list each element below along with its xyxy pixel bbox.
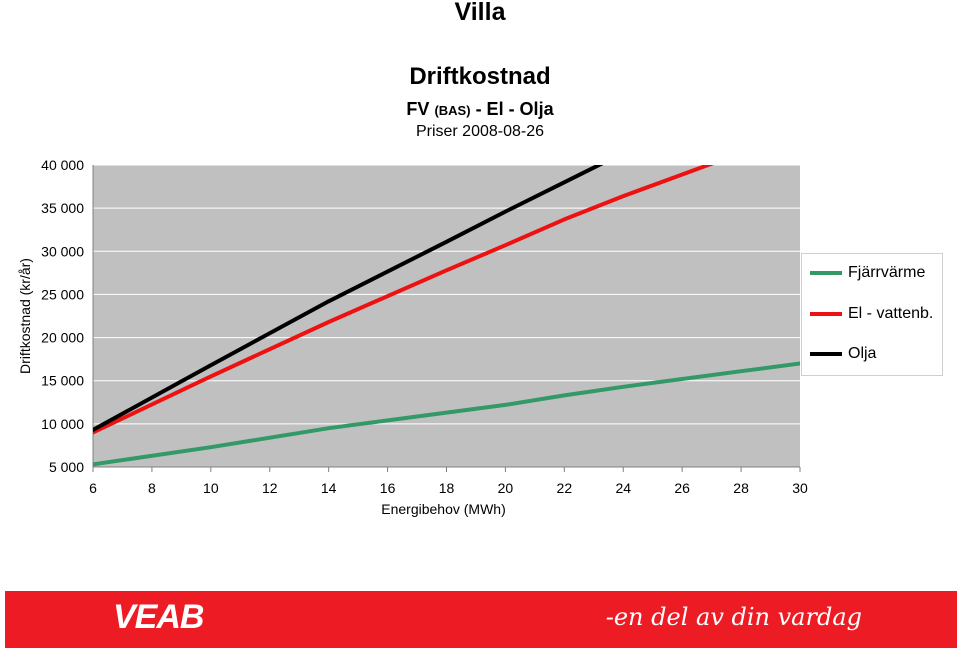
footer-banner: VEAB -en del av din vardag — [5, 591, 957, 648]
series-line-0 — [93, 361, 800, 467]
y-tick-label: 25 000 — [41, 286, 84, 302]
chart-legend: Fjärrvärme El - vattenb. Olja — [801, 253, 943, 376]
page-title: Villa — [454, 0, 506, 26]
x-tick-label: 14 — [321, 480, 337, 496]
x-tick-label: 26 — [674, 480, 690, 496]
legend-swatch-olja — [810, 352, 842, 356]
veab-logo: VEAB — [113, 598, 204, 636]
chart-subtitle-small: (BAS) — [434, 103, 471, 118]
chart-subtitle-suffix: - El - Olja — [475, 99, 554, 119]
x-tick-label: 18 — [439, 480, 455, 496]
y-tick-label: 35 000 — [41, 200, 84, 216]
x-tick-label: 6 — [89, 480, 97, 496]
x-tick-label: 22 — [557, 480, 573, 496]
y-tick-label: 20 000 — [41, 330, 84, 346]
series-line-2 — [93, 165, 604, 432]
x-tick-label: 8 — [148, 480, 156, 496]
x-tick-label: 10 — [203, 480, 219, 496]
chart-date: Priser 2008-08-26 — [415, 123, 545, 140]
chart-subtitle: FV (BAS) - El - Olja — [0, 98, 960, 122]
legend-swatch-fjarrvarme — [810, 271, 842, 275]
legend-item-fjarrvarme: Fjärrvärme — [810, 263, 925, 283]
x-tick-label: 20 — [498, 480, 514, 496]
chart-title: Driftkostnad — [409, 63, 551, 90]
y-tick-label: 5 000 — [49, 459, 84, 475]
x-tick-label: 30 — [792, 480, 808, 496]
legend-label-fjarrvarme: Fjärrvärme — [848, 264, 926, 281]
y-tick-label: 30 000 — [41, 243, 84, 259]
x-tick-label: 12 — [262, 480, 278, 496]
y-axis-label: Driftkostnad (kr/år) — [17, 258, 33, 374]
y-tick-label: 15 000 — [41, 373, 84, 389]
y-tick-label: 10 000 — [41, 416, 84, 432]
chart-subtitle-prefix: FV — [406, 99, 430, 119]
y-tick-label: 40 000 — [41, 157, 84, 173]
x-tick-label: 16 — [380, 480, 396, 496]
legend-label-el-vattenb: El - vattenb. — [848, 305, 934, 322]
legend-swatch-el-vattenb — [810, 312, 842, 316]
legend-label-olja: Olja — [848, 345, 877, 362]
series-group — [93, 165, 800, 467]
chart-svg: 5 000 10 000 15 000 20 000 25 000 30 000 35 00… — [17, 157, 808, 517]
footer-slogan: -en del av din vardag — [605, 603, 862, 631]
series-line-1 — [93, 165, 714, 435]
x-axis-label: Energibehov (MWh) — [381, 501, 506, 517]
legend-item-olja: Olja — [810, 344, 876, 364]
x-tick-label: 24 — [615, 480, 631, 496]
x-tick-label: 28 — [733, 480, 749, 496]
legend-item-el-vattenb: El - vattenb. — [810, 304, 933, 324]
plot-area — [93, 165, 800, 467]
